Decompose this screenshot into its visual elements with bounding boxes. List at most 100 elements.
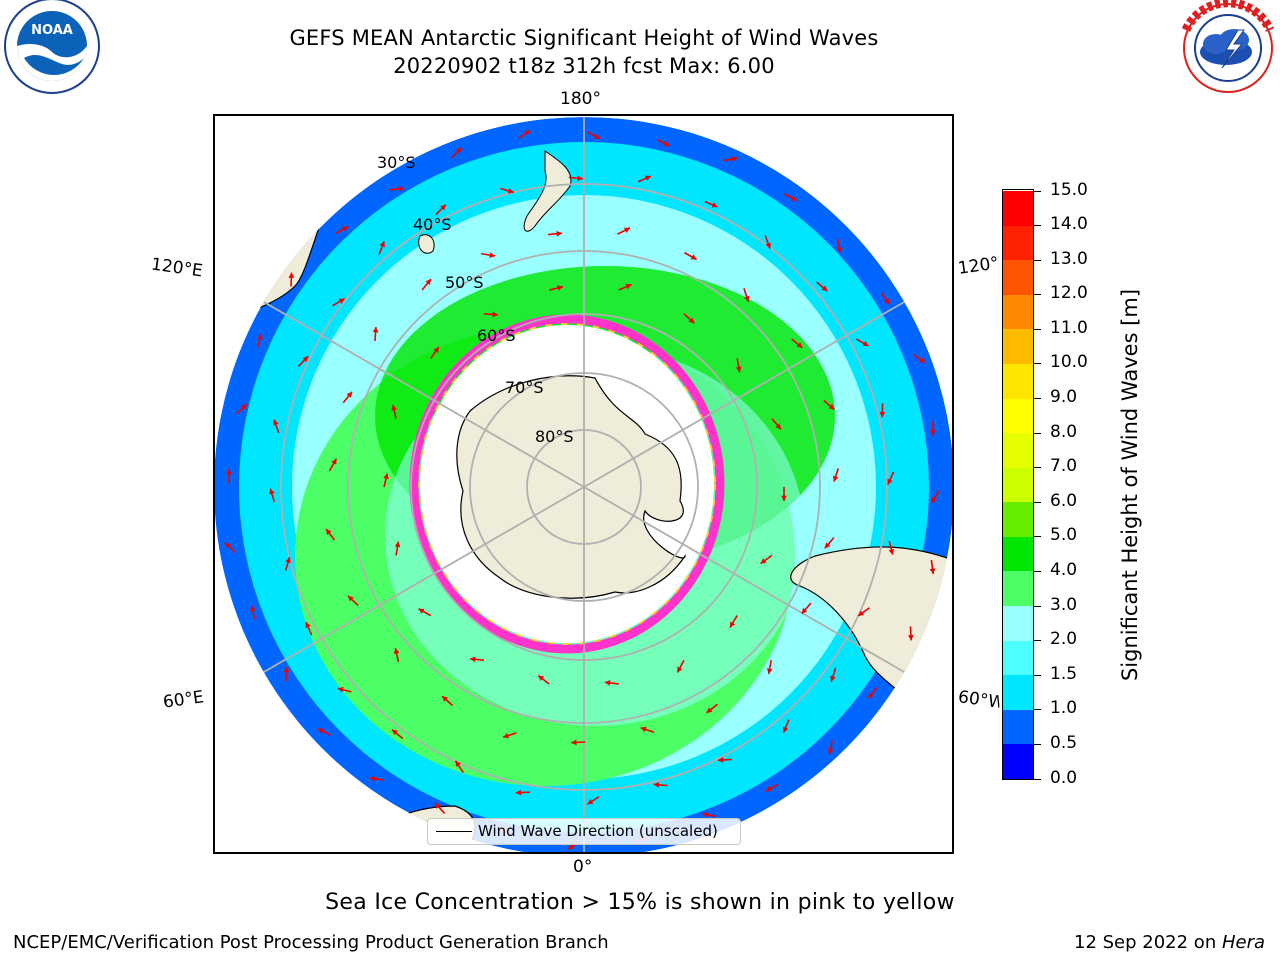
wave-direction-arrowhead [796, 342, 803, 348]
colorbar-segment [1003, 225, 1033, 261]
wave-direction-arrowhead [440, 204, 446, 211]
colorbar-tick-label: 7.0 [1050, 456, 1078, 477]
wave-direction-arrowhead [433, 346, 439, 353]
wave-direction-arrowhead [470, 656, 476, 663]
colorbar-tick-label: 1.0 [1050, 698, 1078, 719]
map-legend: Wind Wave Direction (unscaled) [427, 818, 741, 845]
wave-direction-arrowhead [766, 668, 773, 674]
colorbar-tick [1034, 328, 1041, 330]
colorbar-tick [1034, 536, 1041, 538]
lat-label-30s: 30°S [377, 153, 416, 172]
wave-direction-arrowhead [398, 186, 404, 192]
wave-direction-arrowhead [821, 285, 828, 292]
wave-direction-arrowhead [587, 798, 594, 805]
colorbar-tick [1034, 709, 1041, 711]
wave-direction-arrowhead [391, 729, 398, 736]
wave-direction-arrowhead [827, 748, 834, 755]
colorbar-tick-label: 0.0 [1050, 767, 1078, 788]
colorbar-segment [1003, 363, 1033, 399]
wave-direction-arrowhead [338, 298, 345, 304]
wave-direction-arrowhead [273, 419, 279, 426]
wave-direction-arrowhead [285, 557, 291, 564]
wave-direction-arrowhead [369, 775, 376, 782]
wave-direction-arrowhead [888, 548, 895, 555]
wave-direction-arrowhead [765, 786, 772, 792]
wave-direction-arrowhead [418, 608, 425, 614]
wave-direction-arrowhead [688, 317, 695, 324]
wave-direction-arrowhead [790, 195, 797, 201]
legend-label: Wind Wave Direction (unscaled) [478, 822, 718, 840]
southern-africa [215, 770, 298, 842]
lon-label-180: 180° [560, 89, 601, 109]
wave-direction-arrowhead [690, 254, 697, 260]
wave-direction-arrowhead [765, 242, 771, 249]
wave-direction-arrowhead [557, 285, 563, 291]
wave-direction-arrowhead [337, 686, 344, 693]
colorbar-tick-label: 13.0 [1050, 248, 1088, 269]
wave-direction-arrowhead [342, 226, 349, 232]
wave-direction-arrowhead [226, 469, 232, 475]
wave-direction-arrowhead [929, 430, 936, 436]
lat-label-50s: 50°S [445, 273, 484, 292]
colorbar-tick [1034, 259, 1041, 261]
wave-direction-arrowhead [283, 666, 290, 673]
wave-direction-arrowhead [302, 356, 309, 363]
colorbar-tick-label: 15.0 [1050, 179, 1088, 200]
noaa-logo-text: NOAA [31, 23, 73, 38]
colorbar-tick [1034, 398, 1041, 400]
colorbar-segment [1003, 536, 1033, 572]
wave-direction-arrowhead [879, 412, 886, 418]
wave-direction-arrowhead [775, 423, 781, 430]
colorbar-tick [1034, 743, 1041, 745]
colorbar-tick-label: 11.0 [1050, 317, 1088, 338]
ice-edge [409, 314, 725, 654]
wave-direction-arrowhead [729, 621, 736, 628]
colorbar-segment [1003, 432, 1033, 468]
wave-direction-arrowhead [760, 558, 767, 564]
wave-direction-arrowhead [832, 475, 839, 482]
wave-direction-arrowhead [455, 147, 462, 154]
wave-direction-arrowhead [735, 366, 742, 373]
wave-direction-arrowhead [625, 283, 632, 290]
wave-direction-arrowhead [257, 334, 263, 340]
wave-direction-arrowhead [331, 458, 337, 465]
wave-direction-arrowhead [515, 789, 522, 796]
colorbar-segment [1003, 640, 1033, 676]
wave-direction-arrowhead [644, 175, 651, 181]
tasmania [418, 234, 435, 254]
colorbar-segment [1003, 674, 1033, 710]
chart-subtitle: 20220902 t18z 312h fcst Max: 6.00 [393, 54, 775, 78]
wave-direction-arrowhead [830, 675, 836, 682]
wave-direction-arrowhead [393, 648, 400, 655]
colorbar-segment [1003, 398, 1033, 434]
colorbar-tick-label: 14.0 [1050, 214, 1088, 235]
noaa-logo: NOAA [4, 0, 100, 94]
wave-direction-arrowhead [604, 680, 611, 686]
colorbar-tick-label: 9.0 [1050, 387, 1078, 408]
wave-direction-arrowhead [782, 726, 789, 733]
legend-line-sample [436, 831, 472, 832]
wave-direction-arrowhead [702, 811, 709, 818]
colorbar-tick [1034, 294, 1041, 296]
lon-label-60e: 60°E [161, 687, 206, 713]
wave-direction-arrowhead [887, 478, 893, 485]
colorbar-tick [1034, 363, 1041, 365]
wave-direction-arrowhead [567, 843, 574, 849]
wave-direction-arrowhead [503, 732, 510, 739]
colorbar-tick [1034, 605, 1041, 607]
lat-label-80s: 80°S [535, 427, 574, 446]
colorbar-segment [1003, 294, 1033, 330]
wave-direction-arrowhead [524, 130, 531, 136]
graticule [215, 117, 952, 852]
wave-direction-arrowhead [391, 404, 397, 411]
colorbar-tick [1034, 432, 1041, 434]
wave-direction-arrowhead [507, 188, 514, 194]
wave-direction-arrowhead [653, 781, 660, 788]
nws-logo [1181, 0, 1275, 94]
wave-direction-arrowhead [801, 607, 808, 614]
wave-direction-arrowhead [372, 327, 379, 333]
wave-direction-arrowhead [288, 272, 295, 278]
wave-direction-arrowhead [577, 175, 583, 182]
wave-direction-arrowhead [571, 739, 577, 746]
lon-label-0: 0° [573, 857, 593, 877]
